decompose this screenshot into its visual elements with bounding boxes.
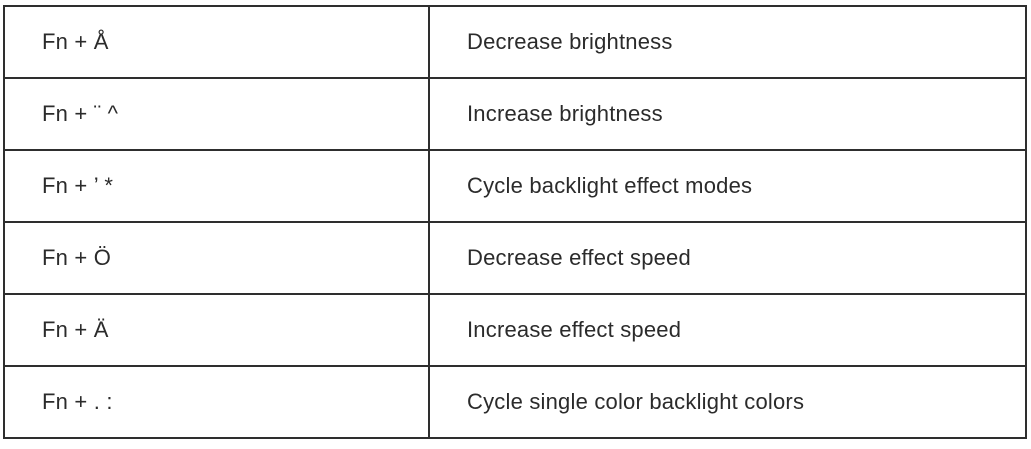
shortcut-action-cell: Increase brightness	[428, 77, 1027, 151]
shortcut-key-cell: Fn + Å	[3, 5, 430, 79]
table-row: Fn + . : Cycle single color backlight co…	[3, 365, 1027, 439]
shortcut-action-cell: Decrease brightness	[428, 5, 1027, 79]
table-row: Fn + Ä Increase effect speed	[3, 293, 1027, 367]
table-row: Fn + ’ * Cycle backlight effect modes	[3, 149, 1027, 223]
table-row: Fn + Ö Decrease effect speed	[3, 221, 1027, 295]
table-row: Fn + ¨ ^ Increase brightness	[3, 77, 1027, 151]
shortcut-key-cell: Fn + ’ *	[3, 149, 430, 223]
shortcut-key-cell: Fn + . :	[3, 365, 430, 439]
shortcut-key-cell: Fn + Ä	[3, 293, 430, 367]
shortcut-action-cell: Increase effect speed	[428, 293, 1027, 367]
shortcut-action-cell: Decrease effect speed	[428, 221, 1027, 295]
shortcut-action-cell: Cycle backlight effect modes	[428, 149, 1027, 223]
keyboard-shortcut-table: Fn + Å Decrease brightness Fn + ¨ ^ Incr…	[3, 5, 1027, 439]
shortcut-key-cell: Fn + ¨ ^	[3, 77, 430, 151]
shortcut-key-cell: Fn + Ö	[3, 221, 430, 295]
shortcut-action-cell: Cycle single color backlight colors	[428, 365, 1027, 439]
table-row: Fn + Å Decrease brightness	[3, 5, 1027, 79]
